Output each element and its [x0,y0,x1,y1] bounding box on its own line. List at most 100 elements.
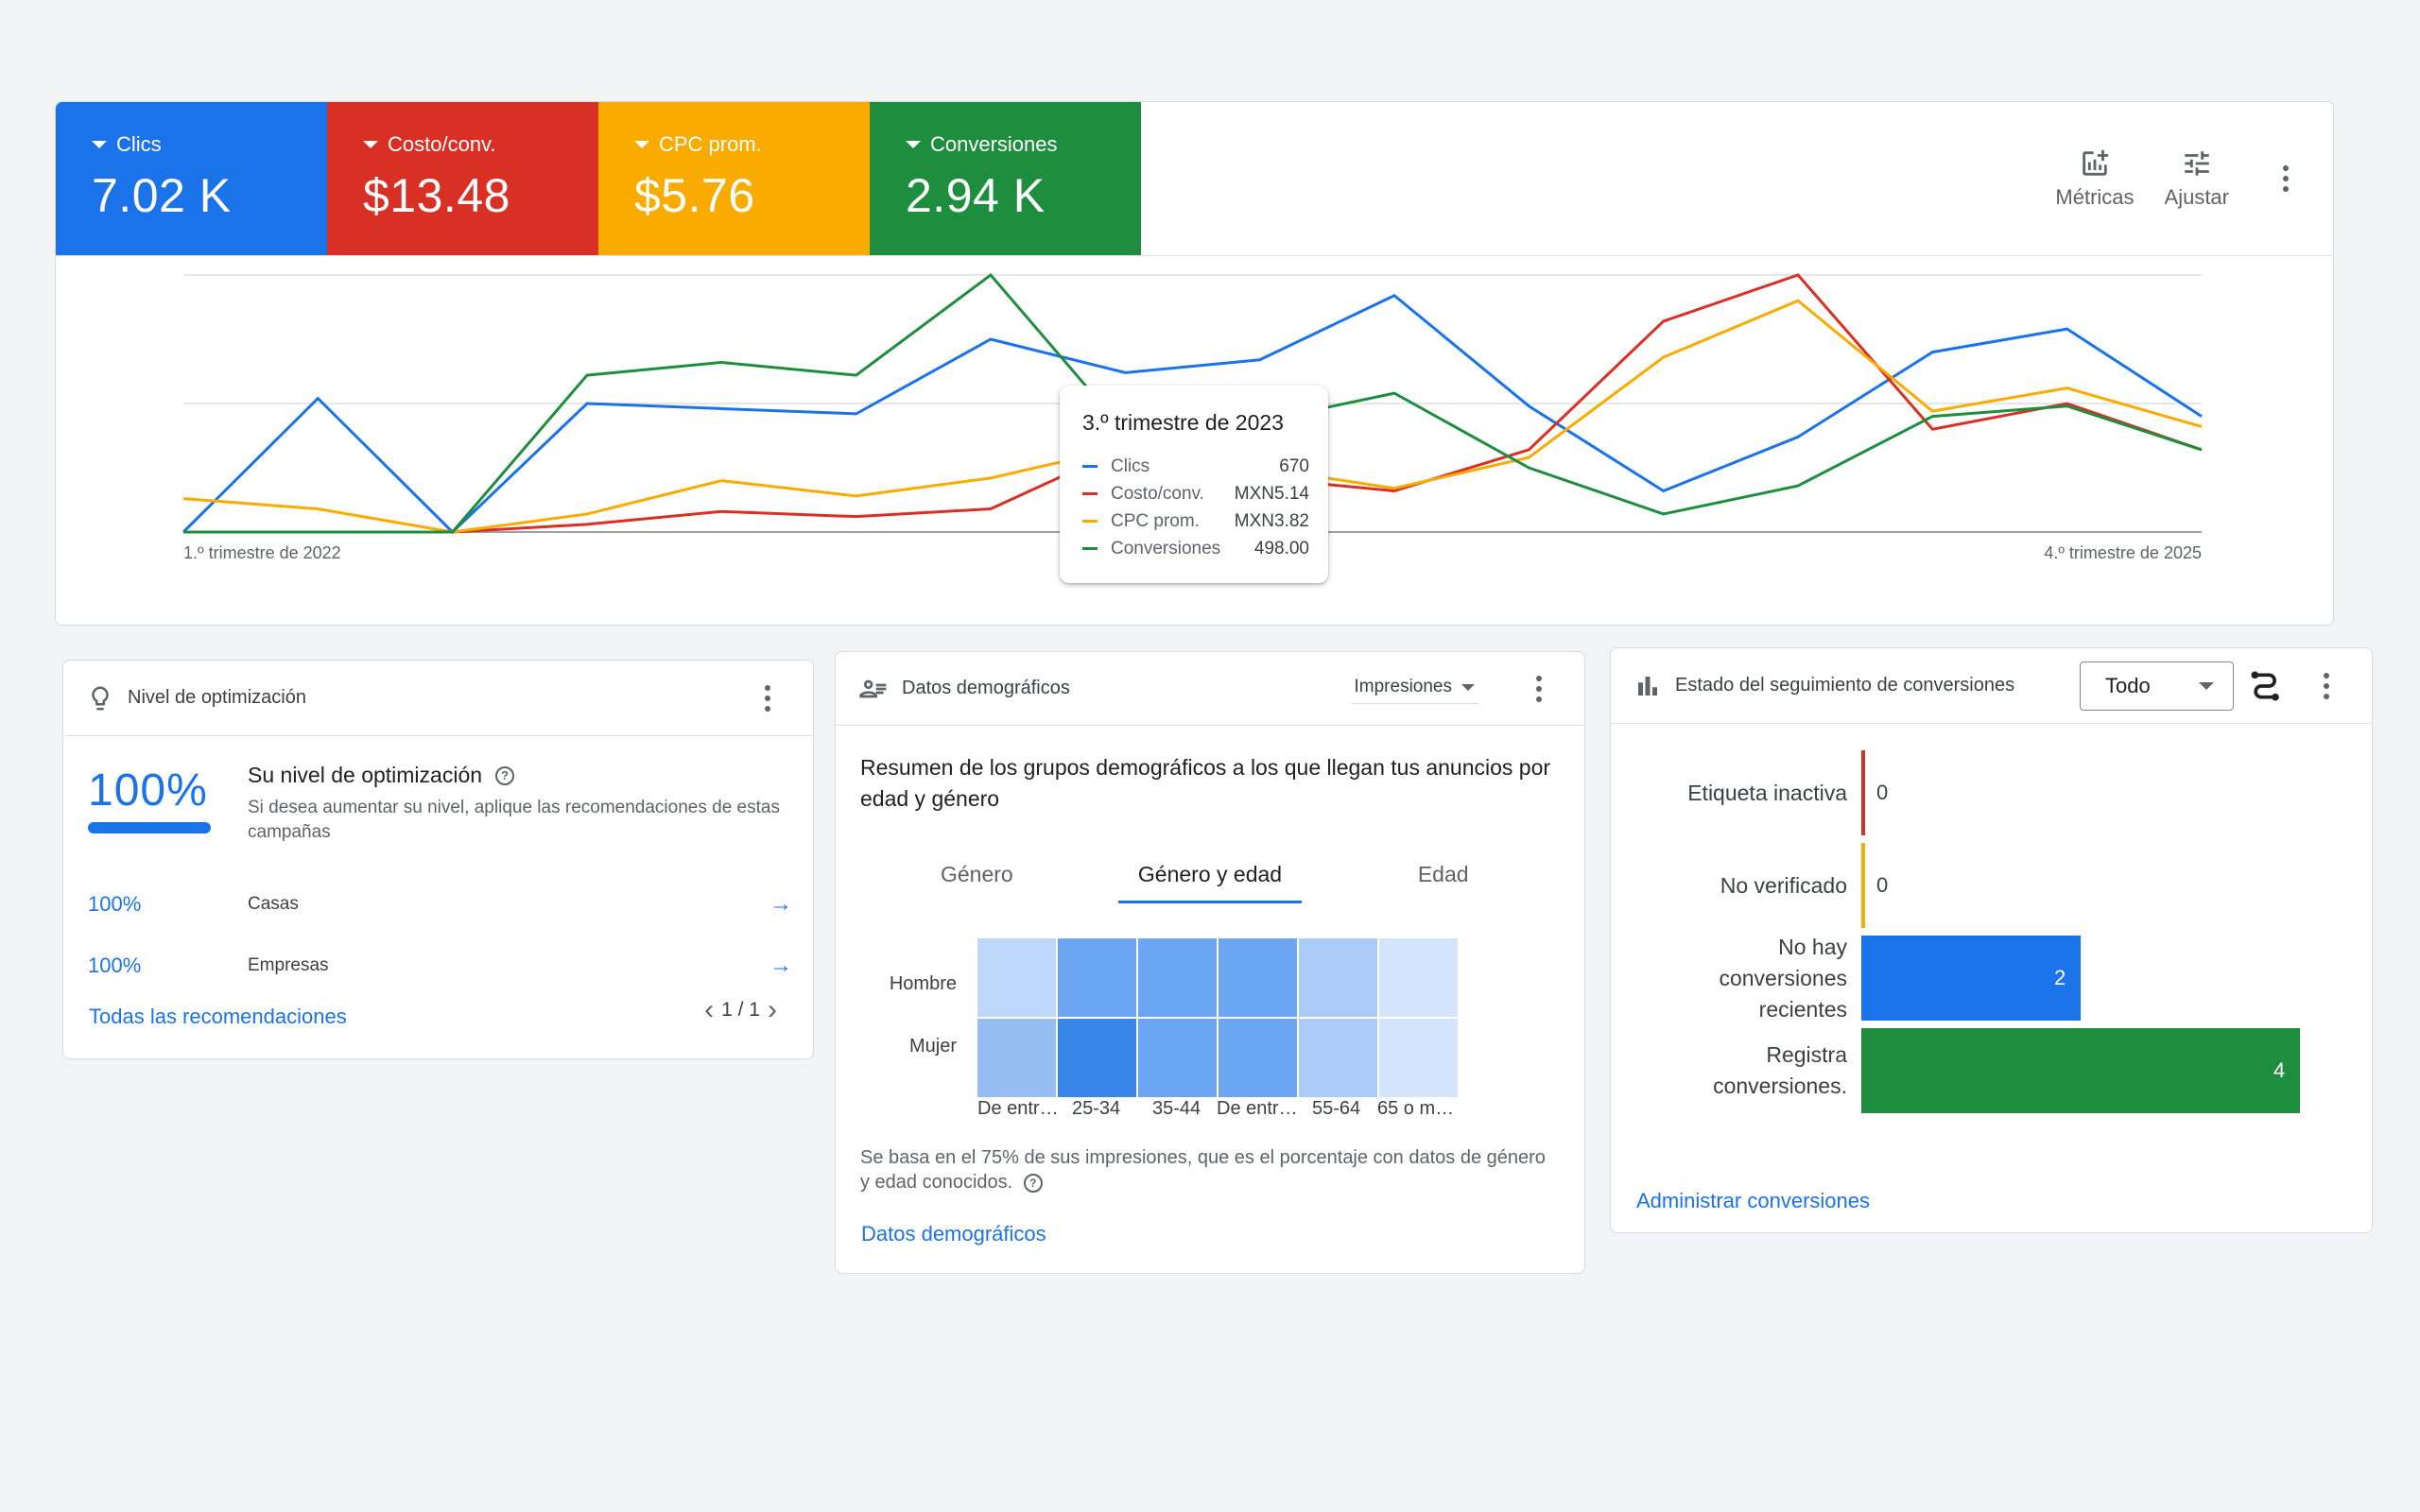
heatmap-column-label: 65 o m… [1377,1098,1455,1119]
demographics-link[interactable]: Datos demográficos [861,1222,1046,1246]
scorecard-cost-per-conversion[interactable]: Costo/conv. $13.48 [327,102,598,255]
tab-age[interactable]: Edad [1417,861,1469,886]
status-filter-select[interactable]: Todo [2080,661,2234,711]
campaign-row-casas[interactable]: 100% Casas → [88,885,792,923]
legend-swatch [1082,492,1098,495]
heatmap-cell [1219,1019,1297,1097]
tooltip-title: 3.º trimestre de 2023 [1082,410,1284,435]
manage-conversions-link[interactable]: Administrar conversiones [1636,1189,1870,1212]
adjust-button[interactable]: Ajustar [2150,131,2244,226]
campaign-row-empresas[interactable]: 100% Empresas → [88,947,792,985]
card-title: Nivel de optimización [128,687,306,708]
optimization-progress-bar [88,822,211,833]
scorecard-label: Costo/conv. [388,132,496,156]
heatmap-cell [1219,938,1297,1017]
bar-chart-icon [1638,676,1657,696]
scorecard-clicks[interactable]: Clics 7.02 K [56,102,327,255]
caret-down-icon [2199,681,2214,690]
card-header: Datos demográficos Impresiones [836,652,1584,726]
scorecard-label: Conversiones [930,132,1058,156]
scorecard-conversions[interactable]: Conversiones 2.94 K [870,102,1141,255]
card-header: Nivel de optimización [63,661,813,736]
tooltip-metric-name: Clics [1111,455,1150,476]
more-options-icon[interactable] [2263,156,2308,201]
pagination: ‹ 1 / 1 › [697,996,785,1024]
x-axis-end-label: 4.º trimestre de 2025 [2044,543,2202,562]
add-chart-icon [2083,149,2109,176]
tooltip-row: Clics 670 [1082,453,1309,480]
tab-gender-and-age[interactable]: Género y edad [1094,845,1327,903]
caret-down-icon [906,141,921,148]
adjust-label: Ajustar [2164,185,2229,209]
tooltip-metric-value: 670 [1279,455,1309,476]
divider [56,255,2333,256]
optimization-score-card: Nivel de optimización 100% Su nivel de o… [62,660,814,1059]
more-options-icon[interactable] [1516,666,1562,712]
metrics-button[interactable]: Métricas [2040,131,2149,226]
legend-swatch [1082,465,1098,468]
scorecard-value: 2.94 K [906,169,1046,222]
campaign-score: 100% [88,954,142,977]
bar-label: No hay conversiones recientes [1719,934,1847,1022]
metric-scorecards: Clics 7.02 K Costo/conv. $13.48 CPC prom… [56,102,1141,255]
bar [1861,1028,2300,1113]
optimization-heading: Su nivel de optimización [248,763,483,787]
demographics-note: Se basa en el 75% de sus impresiones, qu… [860,1145,1560,1194]
metric-dropdown[interactable]: Impresiones [1350,673,1478,704]
metrics-label: Métricas [2055,185,2135,209]
caret-down-icon [92,141,107,148]
heatmap-cell [977,1019,1056,1097]
tooltip-metric-value: MXN3.82 [1234,510,1309,531]
help-icon[interactable]: ? [495,765,515,785]
tooltip-metric-value: 498.00 [1253,538,1309,558]
heatmap-cell [1058,938,1136,1017]
more-options-icon[interactable] [745,676,790,721]
lightbulb-icon [92,686,109,710]
chevron-left-icon[interactable]: ‹ [704,994,715,1025]
card-title: Datos demográficos [902,678,1070,698]
tooltip-metric-name: CPC prom. [1111,510,1200,531]
heatmap-column-label: De entr… [1217,1098,1298,1119]
scorecard-label: CPC prom. [659,132,762,156]
arrow-forward-icon[interactable]: → [769,953,792,978]
scorecard-label: Clics [116,132,162,156]
bar-value-label: 0 [1876,781,1889,804]
bar-label: Etiqueta inactiva [1687,780,1847,805]
conversion-path-icon[interactable] [2247,667,2285,705]
optimization-score-value: 100% [88,765,208,816]
tooltip-metric-name: Conversiones [1111,538,1221,558]
demographics-summary: Resumen de los grupos demográficos a los… [860,755,1551,811]
status-filter-value: Todo [2105,673,2151,697]
heatmap-column-label: 25-34 [1072,1098,1121,1119]
bar-label: Registra conversiones. [1713,1042,1847,1098]
tab-gender[interactable]: Género [940,861,1013,886]
metric-dropdown-value: Impresiones [1354,677,1453,696]
scorecard-avg-cpc[interactable]: CPC prom. $5.76 [598,102,870,255]
legend-swatch [1082,520,1098,523]
bar [1861,843,1865,928]
caret-down-icon [363,141,378,148]
optimization-description: Su nivel de optimización? Si desea aumen… [248,763,796,845]
all-recommendations-link[interactable]: Todas las recomendaciones [89,1005,347,1028]
chart-tooltip: 3.º trimestre de 2023 Clics 670 Costo/con… [1060,386,1328,583]
scorecard-value: 7.02 K [92,169,232,222]
bar [1861,936,2081,1021]
page-indicator: 1 / 1 [721,999,760,1021]
performance-overview-card: Clics 7.02 K Costo/conv. $13.48 CPC prom… [55,101,2334,626]
help-icon[interactable]: ? [1023,1173,1043,1193]
more-options-icon[interactable] [2304,663,2349,709]
heatmap-cell [1299,1019,1377,1097]
heatmap-column-label: 55-64 [1312,1098,1361,1119]
chevron-right-icon[interactable]: › [768,994,777,1025]
heatmap-row-label: Mujer [908,1036,957,1057]
bar-value-label: 2 [2054,966,2066,989]
optimization-subtitle: Si desea aumentar su nivel, aplique las … [248,798,780,842]
heatmap-cell [1138,938,1217,1017]
optimization-score: 100% [88,765,211,833]
heatmap-column-label: 35-44 [1152,1098,1201,1119]
arrow-forward-icon[interactable]: → [769,891,792,917]
tune-icon [2185,151,2209,176]
bar-value-label: 0 [1876,873,1889,897]
heatmap-cell [1379,1019,1458,1097]
legend-swatch [1082,547,1098,550]
